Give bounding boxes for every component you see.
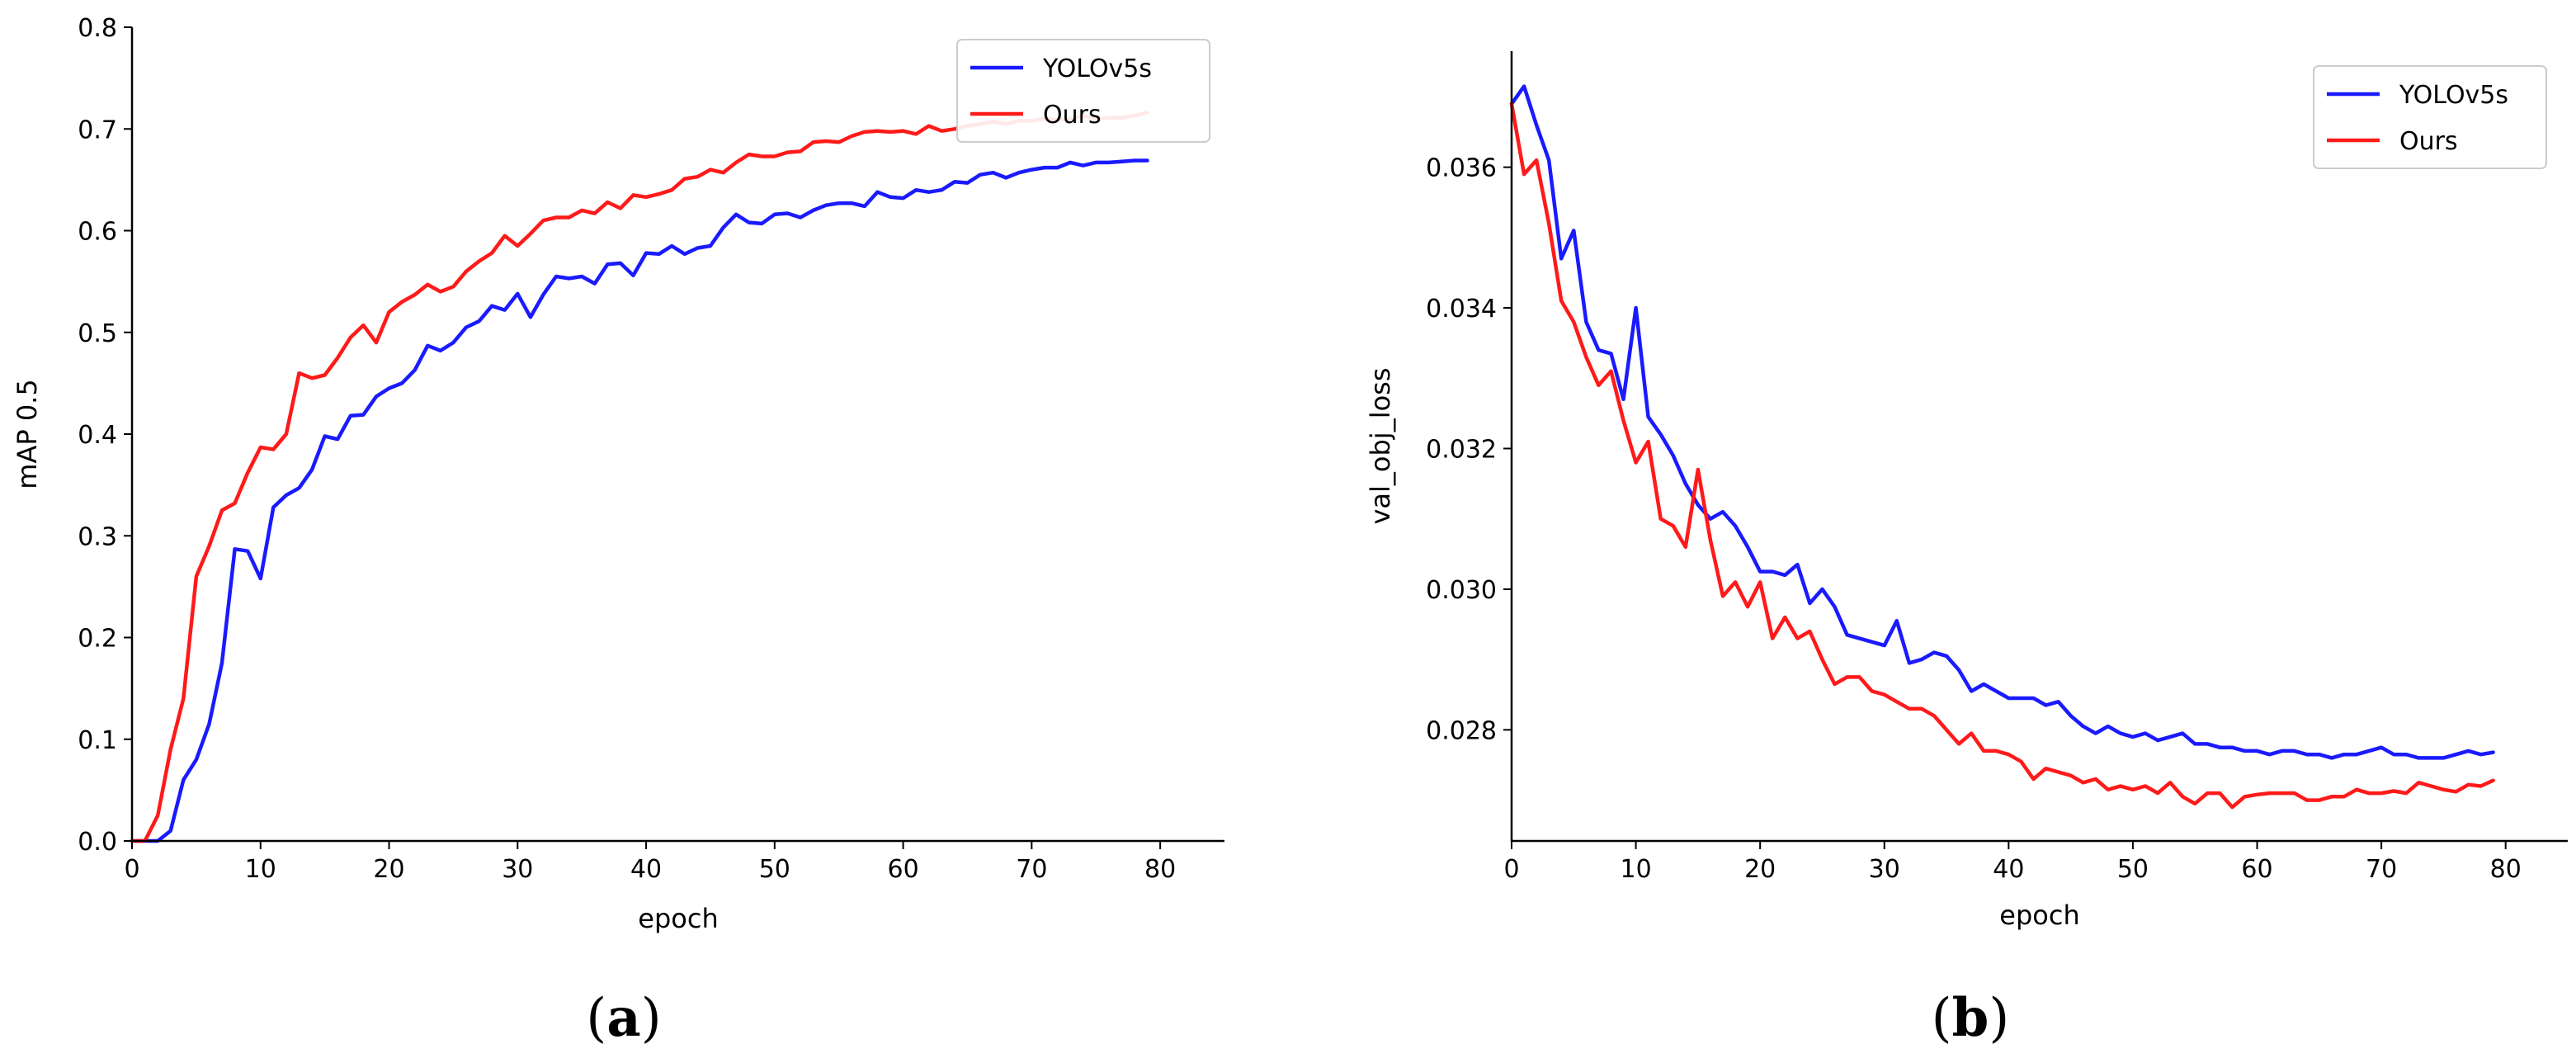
panel-b-legend-label-yolov5s: YOLOv5s [2399,81,2508,110]
panel-a-series-yolov5s-line [130,158,1149,843]
panel-b-series-yolov5s-line [1509,84,2495,760]
panel-b-y-axis-title: val_obj_loss [1365,367,1396,524]
panel-b-x-tick-label: 10 [1620,855,1651,884]
panel-a-y-tick-label: 0.3 [78,522,117,551]
panel-a-x-tick-label: 10 [245,855,276,884]
panel-b-x-tick-label: 20 [1744,855,1776,884]
panel-a-y-tick-label: 0.5 [78,319,117,348]
panel-a-caption-letter: a [606,987,640,1049]
panel-a-legend-label-ours: Ours [1043,101,1102,130]
panel-a-caption-close: ) [641,988,662,1049]
panel-b-x-tick-label: 30 [1869,855,1900,884]
panel-a-x-tick-label: 50 [759,855,790,884]
panel-b-y-tick-label: 0.032 [1426,435,1497,464]
panel-a-y-tick-label: 0.0 [78,828,117,857]
panel-a-x-tick-label: 40 [630,855,662,884]
panel-b-legend: YOLOv5s Ours [2313,65,2547,169]
panel-a-series-ours-line [130,111,1149,843]
panel-b-caption-letter: b [1952,987,1989,1049]
panel-b-caption: (b) [1932,987,2010,1049]
panel-b-series-ours-line [1509,102,2495,810]
panel-a-x-tick-label: 0 [124,855,139,884]
panel-b-chart: 0 10 20 30 40 50 60 70 80 0.028 0.030 0.032 0.034 0.0… [1365,51,2568,1049]
panel-b-x-tick-label: 50 [2117,855,2149,884]
panel-a-legend-label-yolov5s: YOLOv5s [1042,54,1152,83]
panel-b-y-tick-label: 0.034 [1426,295,1497,324]
panel-a-legend: YOLOv5s Ours [956,39,1210,143]
panel-b-x-tick-label: 40 [1993,855,2024,884]
panel-a-x-axis-title: epoch [638,903,718,934]
panel-b-y-tick-label: 0.030 [1426,576,1497,605]
panel-a-x-tick-label: 20 [373,855,404,884]
panel-a-chart: 0 10 20 30 40 50 60 70 80 0.0 0.1 0.2 0.3 0.4 0.5 0.6 0.… [12,14,1224,1049]
panel-b-caption-close: ) [1989,988,2009,1049]
panel-a-legend-frame [956,39,1210,143]
panel-a-y-tick-label: 0.2 [78,625,117,654]
panel-b-x-axis-title: epoch [1999,900,2079,931]
panel-a-caption-open: ( [586,988,606,1049]
panel-b-legend-frame [2313,65,2547,169]
panel-b-x-tick-label: 70 [2366,855,2397,884]
panel-b-x-tick-label: 80 [2490,855,2522,884]
panel-b-y-tick-label: 0.036 [1426,154,1497,183]
panel-a-caption: (a) [586,987,661,1049]
panel-b-x-tick-label: 0 [1503,855,1519,884]
panel-a-y-tick-label: 0.4 [78,421,117,450]
panel-a-y-axis-title: mAP 0.5 [12,379,43,489]
panel-a-y-tick-label: 0.6 [78,218,117,247]
panel-b-legend-label-ours: Ours [2399,127,2458,156]
panel-b-caption-open: ( [1932,988,1952,1049]
panel-a-y-tick-label: 0.1 [78,726,117,755]
panel-a-x-tick-label: 70 [1016,855,1047,884]
panel-a-x-tick-label: 30 [502,855,533,884]
panel-b-y-tick-label: 0.028 [1426,716,1497,745]
panel-b-x-tick-label: 60 [2241,855,2272,884]
panel-a-y-tick-label: 0.7 [78,116,117,144]
panel-a-y-tick-label: 0.8 [78,14,117,43]
panel-a-x-tick-label: 80 [1144,855,1176,884]
panel-a-x-tick-label: 60 [887,855,918,884]
